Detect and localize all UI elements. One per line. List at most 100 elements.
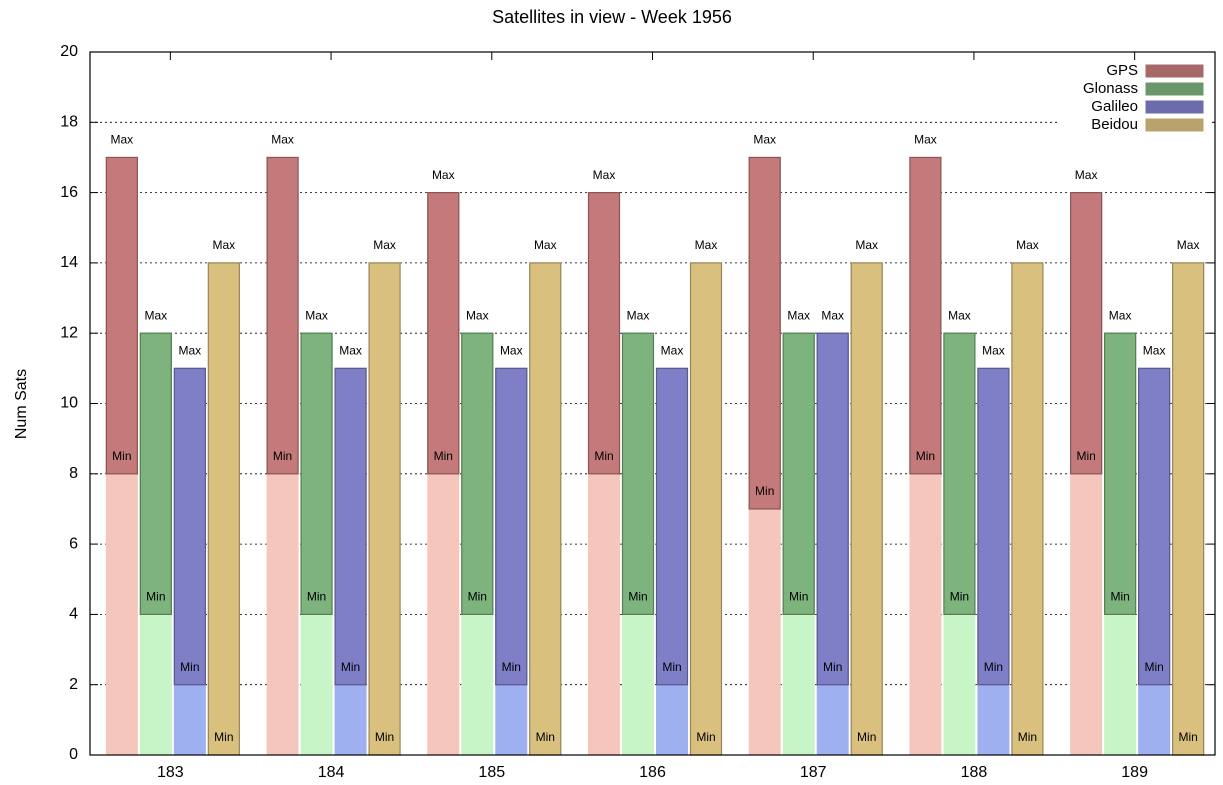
max-bar	[782, 332, 815, 615]
max-label: Max	[787, 308, 810, 322]
min-label: Min	[696, 730, 715, 744]
min-label: Min	[214, 730, 233, 744]
chart-title: Satellites in view - Week 1956	[492, 7, 732, 27]
min-bar	[300, 613, 333, 756]
min-label: Min	[341, 660, 360, 674]
max-bar	[690, 262, 722, 756]
min-label: Min	[434, 449, 453, 463]
max-label: Max	[111, 133, 134, 147]
min-bar	[105, 473, 138, 756]
legend-label: Galileo	[1091, 98, 1138, 115]
y-tick-label: 12	[60, 324, 78, 341]
max-bar-outline	[816, 332, 849, 686]
x-tick-label: 185	[478, 764, 505, 781]
max-label: Max	[432, 168, 455, 182]
min-label: Min	[468, 590, 487, 604]
legend-swatch	[1145, 82, 1204, 96]
max-label: Max	[179, 344, 202, 358]
x-tick-label: 184	[318, 764, 345, 781]
max-bar	[656, 367, 688, 686]
max-bar	[368, 262, 401, 756]
legend-label: GPS	[1106, 62, 1138, 79]
max-bar	[588, 192, 620, 475]
max-bar-outline	[943, 332, 976, 616]
min-label: Min	[375, 730, 394, 744]
max-bar-outline	[1104, 332, 1137, 616]
max-bar	[850, 262, 883, 756]
min-bar	[909, 473, 942, 756]
x-tick-label: 189	[1121, 764, 1148, 781]
max-bar-outline	[977, 367, 1010, 686]
y-tick-label: 2	[69, 676, 78, 693]
min-label: Min	[146, 590, 165, 604]
max-bar	[529, 262, 562, 756]
max-label: Max	[373, 238, 396, 252]
max-bar	[461, 332, 494, 615]
x-tick-label: 188	[961, 764, 988, 781]
max-bar-outline	[139, 332, 172, 616]
plot-frame	[89, 51, 1216, 756]
max-bar-outline	[173, 367, 206, 686]
max-label: Max	[821, 308, 844, 322]
min-bar	[622, 613, 654, 756]
max-bar-outline	[105, 156, 138, 475]
min-bar	[943, 613, 976, 756]
min-label: Min	[628, 590, 647, 604]
min-label: Min	[857, 730, 876, 744]
max-bar-outline	[427, 192, 460, 475]
min-bar	[977, 684, 1010, 756]
max-label: Max	[1016, 238, 1039, 252]
max-bar	[1011, 262, 1044, 756]
max-label: Max	[982, 344, 1005, 358]
max-label: Max	[271, 133, 294, 147]
max-bar	[1172, 262, 1205, 756]
x-tick-label: 186	[639, 764, 666, 781]
min-label: Min	[112, 449, 131, 463]
y-tick-label: 8	[69, 465, 78, 482]
min-bar	[588, 473, 620, 756]
max-label: Max	[627, 308, 650, 322]
min-label: Min	[307, 590, 326, 604]
max-bar	[748, 156, 781, 510]
legend-swatch	[1145, 118, 1204, 132]
max-bar	[1070, 192, 1103, 475]
min-label: Min	[502, 660, 521, 674]
legend-label: Beidou	[1091, 116, 1138, 133]
min-bar	[173, 684, 206, 756]
max-bar-outline	[334, 367, 367, 686]
min-label: Min	[1110, 590, 1129, 604]
max-label: Max	[1143, 344, 1166, 358]
legend-swatch	[1145, 100, 1204, 114]
min-label: Min	[273, 449, 292, 463]
max-label: Max	[948, 308, 971, 322]
y-tick-label: 20	[60, 43, 78, 60]
max-label: Max	[466, 308, 489, 322]
max-label: Max	[1109, 308, 1132, 322]
min-label: Min	[662, 660, 681, 674]
min-label: Min	[1076, 449, 1095, 463]
max-bar	[622, 332, 654, 615]
max-bar-outline	[621, 332, 655, 616]
min-bar	[1138, 684, 1171, 756]
max-label: Max	[753, 133, 776, 147]
max-bar-outline	[1138, 367, 1171, 686]
x-tick-label: 183	[157, 764, 184, 781]
max-bar	[495, 367, 528, 686]
min-bar	[334, 684, 367, 756]
min-label: Min	[1018, 730, 1037, 744]
max-label: Max	[1177, 238, 1200, 252]
min-bar	[495, 684, 528, 756]
y-tick-label: 4	[69, 606, 78, 623]
y-tick-label: 0	[69, 746, 78, 763]
max-bar	[173, 367, 206, 686]
y-axis-label: Num Sats	[13, 369, 30, 439]
max-bar-outline	[782, 332, 815, 616]
max-label: Max	[661, 344, 684, 358]
max-bar	[909, 156, 942, 475]
min-label: Min	[536, 730, 555, 744]
min-bar	[139, 613, 172, 756]
min-label: Min	[594, 449, 613, 463]
max-bar-outline	[909, 156, 942, 475]
max-bar	[427, 192, 460, 475]
